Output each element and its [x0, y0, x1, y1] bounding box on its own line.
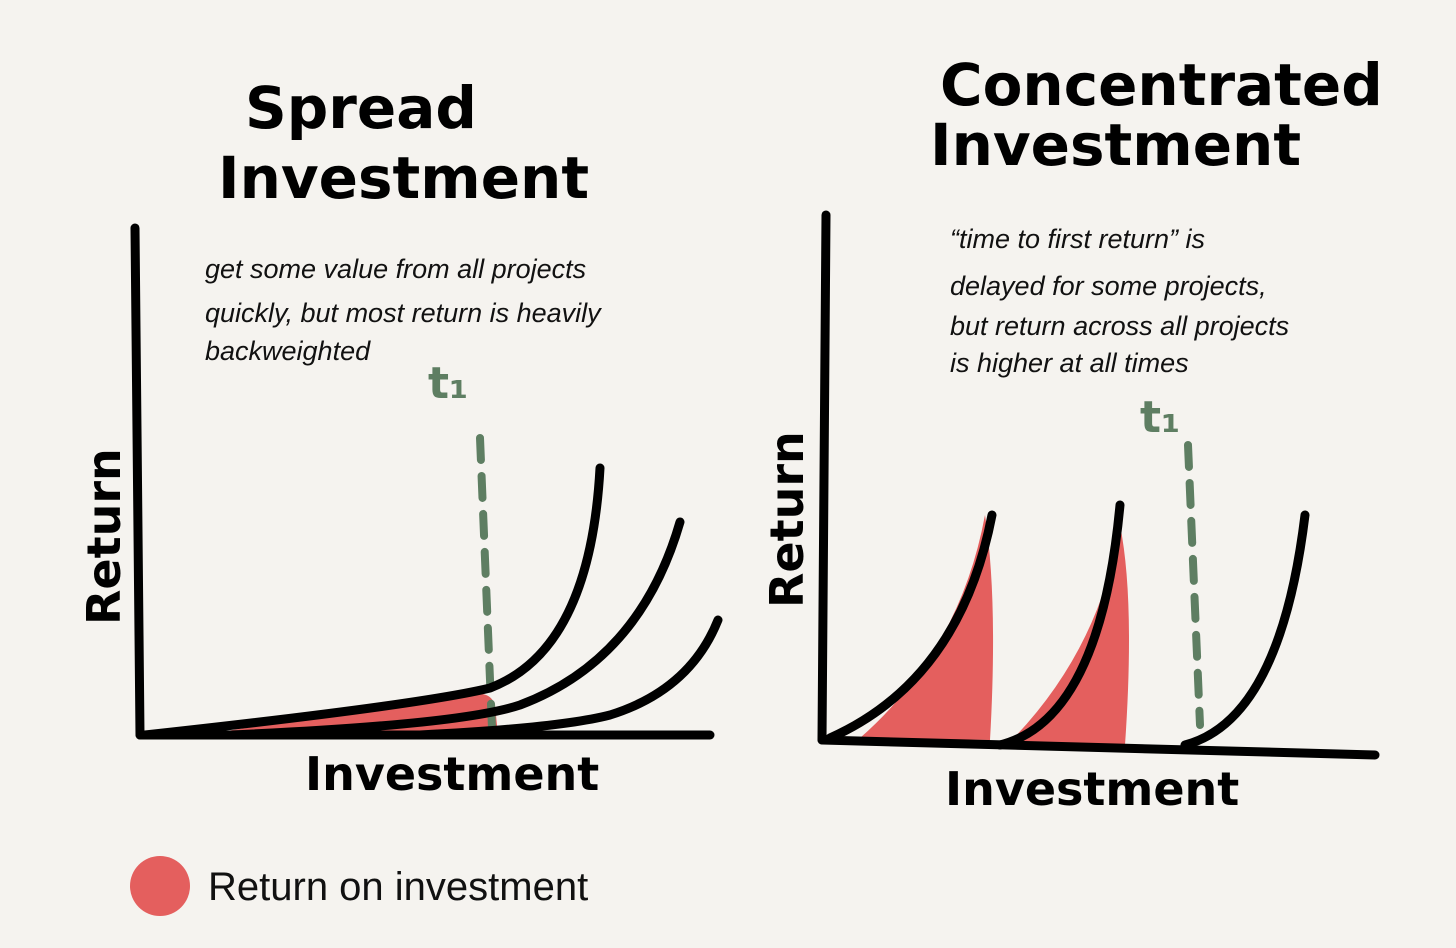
annotation: get some value from all projects	[205, 254, 586, 284]
marker-label: t₁	[1140, 392, 1180, 443]
annotation: but return across all projects	[950, 311, 1289, 341]
panel-title: Spread	[245, 74, 477, 142]
x-axis-label: Investment	[305, 747, 599, 801]
curve	[825, 510, 997, 743]
curve	[1180, 510, 1310, 750]
annotation: delayed for some projects,	[950, 271, 1267, 301]
x-axis-label: Investment	[945, 762, 1239, 816]
y-axis	[817, 210, 831, 745]
annotation: is higher at all times	[950, 348, 1189, 378]
curve	[415, 615, 723, 740]
y-axis	[130, 223, 145, 740]
marker-line	[1184, 441, 1204, 729]
annotation: quickly, but most return is heavily	[205, 298, 602, 328]
curve	[225, 517, 685, 740]
annotation: “time to first return” is	[950, 224, 1205, 254]
y-axis-label: Return	[77, 448, 131, 625]
spread-panel: Spread Investment get some value from al…	[77, 74, 723, 801]
panel-title: Concentrated	[940, 51, 1383, 119]
curve	[995, 500, 1125, 750]
panel-title: Investment	[930, 111, 1301, 179]
roi-area	[1010, 525, 1129, 745]
legend-swatch	[130, 856, 190, 916]
y-axis-label: Return	[760, 431, 814, 608]
roi-area	[860, 515, 994, 740]
legend-label: Return on investment	[208, 865, 588, 909]
curve	[140, 463, 605, 740]
marker-line	[476, 434, 496, 732]
marker-label: t₁	[428, 358, 468, 409]
x-axis	[817, 735, 1380, 760]
concentrated-panel: Concentrated Investment “time to first r…	[760, 51, 1383, 816]
panel-title: Investment	[218, 144, 589, 212]
annotation: backweighted	[205, 336, 371, 366]
legend: Return on investment	[130, 856, 588, 916]
